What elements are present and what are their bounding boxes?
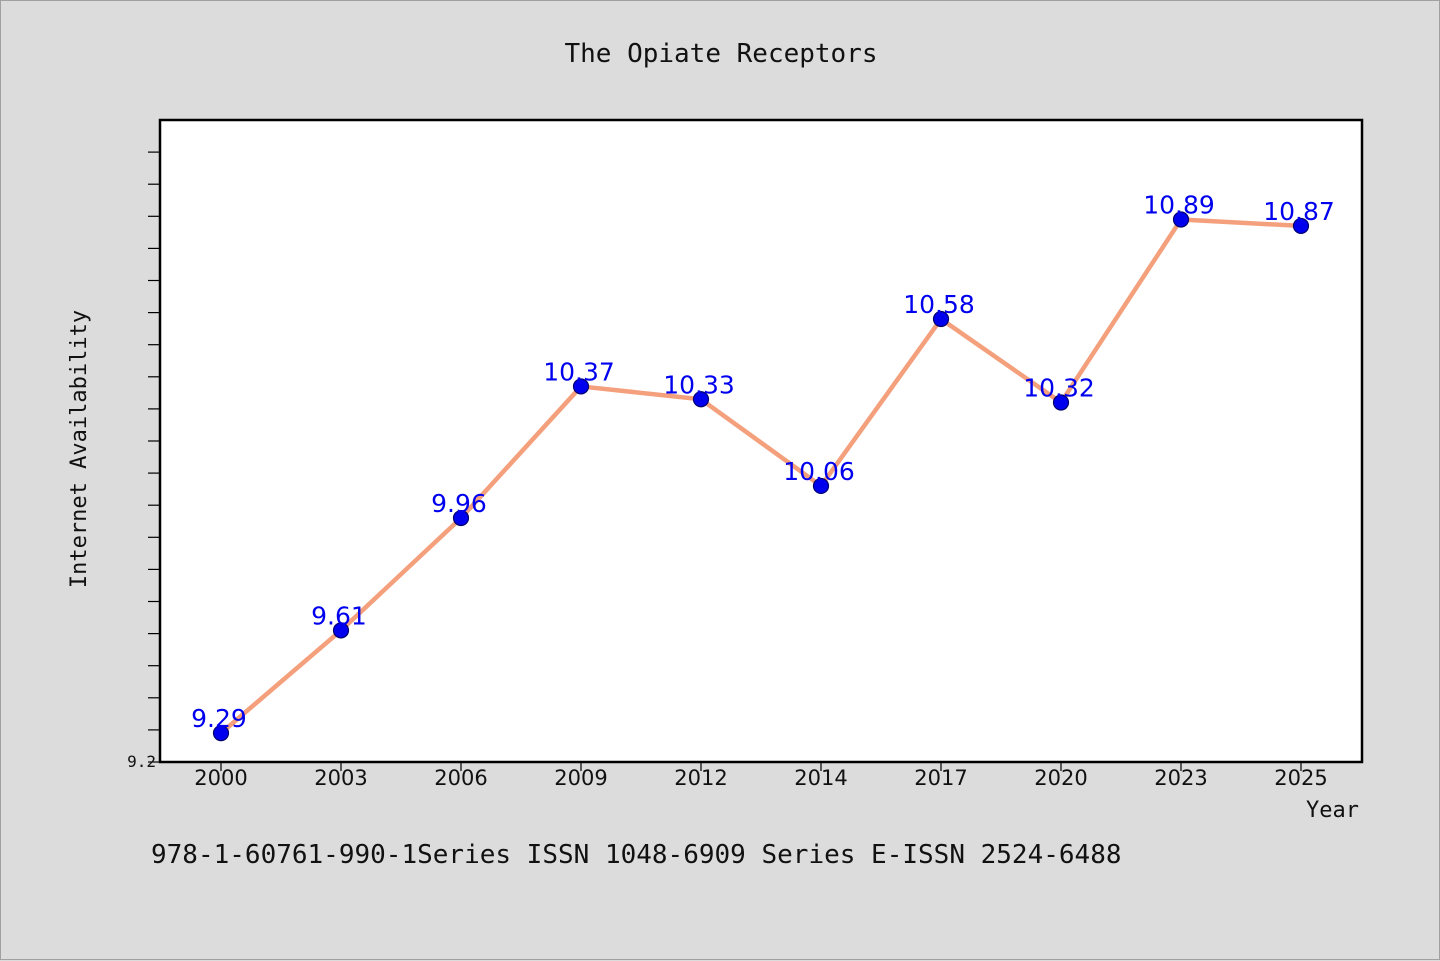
data-point	[452, 509, 470, 527]
x-tick-label: 2000	[194, 766, 247, 790]
x-tick-label: 2012	[674, 766, 727, 790]
x-axis-ticks: 2000 2003 2006 2009 2012 2014 2017 2020 2023 2025	[194, 762, 1328, 790]
data-label: 10.33	[663, 370, 735, 399]
x-tick-label: 2014	[794, 766, 847, 790]
data-label: 10.32	[1023, 373, 1095, 402]
data-point	[332, 622, 350, 639]
data-point	[812, 477, 830, 495]
data-point	[1292, 217, 1310, 235]
x-tick-label: 2025	[1274, 766, 1327, 790]
data-label: 10.87	[1263, 197, 1335, 226]
data-labels-layer: 9.29 9.61 9.96 10.37 10.33 10.06 10.58 10.32 10.…	[191, 191, 1335, 734]
footer-text: 978-1-60761-990-1Series ISSN 1048-6909 S…	[151, 840, 1122, 870]
data-point	[692, 391, 710, 408]
data-point	[212, 725, 230, 742]
x-tick-label: 2003	[314, 766, 367, 790]
data-label: 10.58	[903, 290, 975, 319]
series-layer	[212, 211, 1310, 742]
data-label: 10.89	[1143, 191, 1215, 220]
x-tick-label: 2020	[1034, 766, 1087, 790]
data-label: 9.96	[431, 489, 487, 518]
data-point	[1172, 211, 1190, 228]
data-point	[1052, 394, 1070, 411]
data-label: 10.06	[783, 457, 855, 486]
series-line	[219, 217, 1302, 735]
data-label: 9.29	[191, 704, 247, 733]
chart-title: The Opiate Receptors	[564, 39, 877, 69]
y-tick-label: 9.2	[127, 752, 156, 771]
x-tick-label: 2023	[1154, 766, 1207, 790]
x-tick-label: 2009	[554, 766, 607, 790]
y-axis-label: Internet Availability	[67, 310, 92, 588]
data-point	[932, 310, 950, 328]
x-axis-label: Year	[1306, 798, 1359, 823]
x-tick-label: 2017	[914, 766, 967, 790]
data-label: 9.61	[311, 601, 367, 630]
data-label: 10.37	[543, 357, 615, 386]
x-tick-label: 2006	[434, 766, 487, 790]
y-axis-ticks: 9.2	[127, 151, 160, 771]
data-point	[572, 378, 590, 395]
